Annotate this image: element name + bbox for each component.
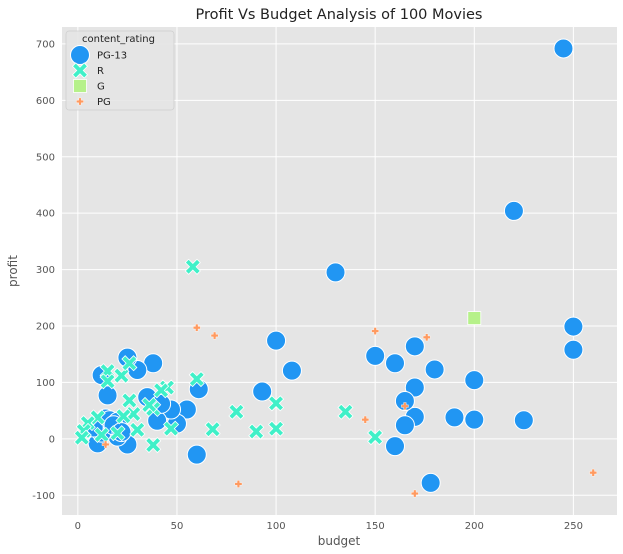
data-point-r [109,425,126,442]
data-point-r [268,395,285,412]
x-axis-title: budget [318,534,361,548]
data-point-pg-13 [97,385,118,406]
data-point-pg [101,440,110,449]
data-point-pg-13 [385,436,405,457]
data-point-pg-13 [385,353,405,374]
data-point-r [99,373,116,390]
legend-marker-r [71,62,89,79]
y-axis-ticks: -100 0 100 200 300 400 500 600 700 [32,39,55,501]
y-tick-label: 600 [36,96,55,107]
x-tick-label: 50 [171,521,184,532]
y-tick-label: 100 [36,378,55,389]
data-point-pg-13 [404,336,425,357]
data-point-r [228,403,245,420]
legend: content_rating PG-13 RG PG [65,30,175,111]
y-tick-label: 0 [49,434,55,445]
series-pg [101,323,598,498]
legend-label: PG [97,97,111,108]
legend-label: G [97,82,105,93]
data-point-r [188,370,205,388]
data-point-pg [422,333,431,342]
data-point-r [153,382,170,399]
data-point-pg [234,480,243,488]
data-point-pg [411,489,419,498]
data-point-pg [192,323,201,332]
data-point-pg [361,415,370,424]
x-axis-ticks: 0 50 100 150 200 250 [75,521,583,532]
data-point-pg-13 [266,330,287,351]
x-tick-label: 0 [75,521,81,532]
data-points [73,38,598,498]
legend-label: PG-13 [97,51,127,62]
series-r [73,258,384,454]
y-tick-label: 200 [36,322,55,333]
data-point-pg-13 [424,359,445,380]
data-point-pg-13 [464,409,485,430]
data-point-pg-13 [394,391,415,412]
y-tick-label: 400 [36,209,55,220]
x-tick-label: 200 [465,521,484,532]
data-point-r [337,403,354,420]
data-point-pg-13 [281,360,302,381]
data-point-r [145,436,162,454]
chart-title: Profit Vs Budget Analysis of 100 Movies [196,7,483,23]
data-point-pg [371,327,379,335]
x-tick-label: 150 [366,521,385,532]
data-point-pg-13 [513,410,534,431]
data-point-r [204,421,221,438]
data-point-pg-13 [365,345,386,366]
data-point-pg-13 [503,200,524,221]
data-point-pg-13 [394,415,415,436]
legend-marker-pg-13 [70,45,90,65]
data-point-pg-13 [553,38,574,59]
y-tick-label: 300 [36,265,55,276]
y-axis-title: profit [6,255,20,287]
data-point-r [73,429,90,446]
data-point-pg-13 [252,381,273,402]
legend-label: R [97,66,104,77]
data-point-g [467,311,482,326]
x-tick-label: 100 [267,521,286,532]
data-point-pg-13 [420,472,441,493]
data-point-r [248,423,265,440]
data-point-pg-13 [563,339,584,360]
data-point-r [268,420,285,437]
data-point-pg [589,468,598,477]
y-tick-label: 500 [36,152,55,163]
data-point-r [141,396,158,414]
data-point-pg [210,331,219,340]
data-point-r [184,258,201,275]
data-point-r [162,420,180,437]
legend-marker-pg [76,97,84,106]
data-point-r [121,355,138,372]
legend-box [65,30,175,111]
y-tick-label: 700 [36,39,55,50]
data-point-pg-13 [186,444,207,465]
data-point-pg-13 [404,377,425,398]
data-point-pg [401,402,409,410]
data-point-pg-13 [464,370,485,391]
data-point-r [367,429,384,446]
x-tick-label: 250 [564,521,583,532]
data-point-r [115,408,132,425]
series-g [467,311,482,326]
y-tick-label: -100 [32,491,55,502]
data-point-pg-13 [325,262,346,283]
data-point-pg-13 [563,316,584,337]
data-point-pg-13 [444,407,465,428]
legend-marker-g [73,79,87,93]
legend-title: content_rating [82,34,155,45]
data-point-r [113,367,130,384]
data-point-r [129,421,146,438]
data-point-r [93,426,110,443]
data-point-r [121,392,138,409]
